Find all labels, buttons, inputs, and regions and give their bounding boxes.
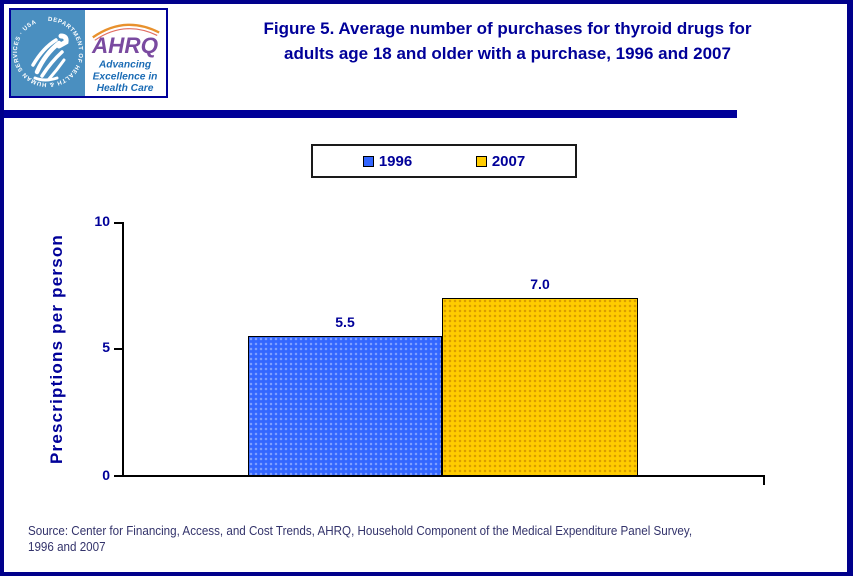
y-tick-label-10: 10 <box>94 213 110 229</box>
y-tick-mark-10 <box>114 222 124 224</box>
bar-2007: 7.0 <box>442 276 638 475</box>
hhs-seal: DEPARTMENT OF HEALTH & HUMAN SERVICES · … <box>11 10 85 96</box>
ahrq-tagline-1: Advancing <box>98 60 152 71</box>
x-axis-end-tick <box>763 475 765 485</box>
hhs-eagle-icon: DEPARTMENT OF HEALTH & HUMAN SERVICES · … <box>11 10 85 96</box>
ahrq-tagline-3: Health Care <box>97 83 154 94</box>
source-note-line1: Source: Center for Financing, Access, an… <box>28 524 693 538</box>
legend-swatch-2007-icon <box>475 155 487 167</box>
ahrq-tagline-2: Excellence in <box>93 71 158 82</box>
ahrq-acronym: AHRQ <box>91 33 159 58</box>
ahrq-logo-graphic: AHRQ Advancing Excellence in Health Care <box>91 23 160 94</box>
legend-item-2007: 2007 <box>475 152 526 170</box>
legend-label-1996: 1996 <box>378 152 413 170</box>
bar-value-label-1996: 5.5 <box>335 313 355 330</box>
legend-swatch-1996-icon <box>362 155 374 167</box>
ahrq-logo: AHRQ Advancing Excellence in Health Care <box>85 10 166 96</box>
y-axis-title: Prescriptions per person <box>47 233 66 464</box>
y-tick-mark-0 <box>114 475 124 477</box>
bar-value-label-2007: 7.0 <box>530 275 550 292</box>
header-divider-rule <box>4 110 737 118</box>
figure-title-line1: Figure 5. Average number of purchases fo… <box>263 19 752 38</box>
legend-label-2007: 2007 <box>491 152 526 170</box>
source-note-line2: 1996 and 2007 <box>28 540 106 555</box>
header-logo-box: DEPARTMENT OF HEALTH & HUMAN SERVICES · … <box>9 8 168 98</box>
plot-area: Prescriptions per person 10 5 0 5.5 7.0 <box>47 213 765 485</box>
figure-title: Figure 5. Average number of purchases fo… <box>172 17 843 66</box>
chart-legend: 1996 2007 <box>311 144 577 178</box>
bar-1996: 5.5 <box>248 314 442 475</box>
rainbow-arc2-icon <box>94 28 158 41</box>
y-tick-label-0: 0 <box>102 467 110 483</box>
y-tick-label-5: 5 <box>102 338 110 355</box>
figure-title-line2: adults age 18 and older with a purchase,… <box>284 43 731 63</box>
y-tick-mark-5 <box>114 347 124 350</box>
source-note: Source: Center for Financing, Access, an… <box>28 523 837 556</box>
rainbow-arc-icon <box>92 23 160 39</box>
legend-item-1996: 1996 <box>362 152 413 170</box>
